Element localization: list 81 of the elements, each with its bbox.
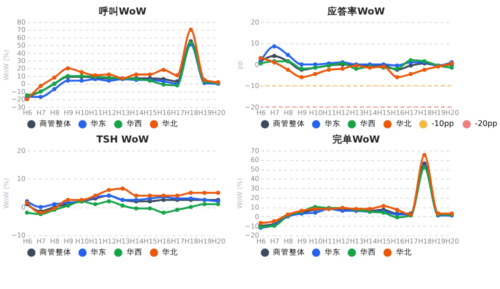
point xyxy=(340,66,345,71)
point xyxy=(286,52,290,57)
legend-label: 华西 xyxy=(360,248,376,257)
point xyxy=(272,44,276,48)
point xyxy=(161,68,166,72)
legend-label: -20pp xyxy=(474,119,498,128)
point xyxy=(313,210,318,215)
point xyxy=(300,75,304,80)
chart-title: 应答率WoW xyxy=(326,5,386,18)
point xyxy=(134,194,138,198)
point xyxy=(134,72,138,77)
legend-label: 华西 xyxy=(126,119,142,128)
point xyxy=(422,153,426,158)
point xyxy=(326,68,331,72)
point xyxy=(161,82,166,87)
point xyxy=(66,66,70,70)
legend-label: 华北 xyxy=(396,248,412,257)
chart-title: 完单WoW xyxy=(332,134,380,146)
legend-label: 华东 xyxy=(324,248,340,257)
point xyxy=(286,68,290,72)
point xyxy=(80,78,84,83)
chart-title: TSH WoW xyxy=(96,134,150,146)
legend-label: 华东 xyxy=(324,119,340,128)
point xyxy=(106,188,111,192)
point xyxy=(93,202,98,206)
point xyxy=(161,210,166,215)
point xyxy=(422,68,426,72)
point xyxy=(120,204,125,208)
point xyxy=(381,204,386,208)
point xyxy=(216,190,220,195)
legend-label: 商管整体 xyxy=(40,248,72,257)
point xyxy=(66,198,70,202)
point xyxy=(38,204,43,210)
point xyxy=(272,219,276,224)
legend-label: 华东 xyxy=(90,119,107,128)
legend-label: 华北 xyxy=(162,248,178,257)
point xyxy=(175,73,180,78)
point xyxy=(450,66,454,70)
point xyxy=(202,190,207,195)
point xyxy=(175,194,180,198)
point xyxy=(52,76,56,80)
point xyxy=(395,75,400,80)
legend-label: 商管整体 xyxy=(40,119,72,128)
legend-label: 商管整体 xyxy=(273,119,306,128)
point xyxy=(66,78,70,83)
point xyxy=(188,204,193,210)
legend-label: 华北 xyxy=(396,119,412,128)
point xyxy=(24,97,30,102)
point xyxy=(175,208,180,212)
legend-label: 华东 xyxy=(90,248,107,257)
chart-title: 呼叫WoW xyxy=(98,5,147,18)
point xyxy=(258,221,263,226)
point xyxy=(80,70,84,74)
legend-label: 华西 xyxy=(360,119,376,128)
point xyxy=(272,54,276,58)
point xyxy=(52,87,56,92)
point xyxy=(395,208,400,212)
point xyxy=(408,72,413,76)
point xyxy=(38,84,43,88)
point xyxy=(188,28,193,32)
point xyxy=(38,94,43,99)
point xyxy=(24,210,30,215)
point xyxy=(106,199,111,204)
point xyxy=(202,202,207,206)
point xyxy=(120,186,125,191)
point xyxy=(148,206,152,210)
legend-label: 商管整体 xyxy=(273,248,306,257)
point xyxy=(313,72,318,76)
point xyxy=(395,215,400,220)
point xyxy=(216,202,220,206)
point xyxy=(52,202,56,206)
point xyxy=(258,56,263,60)
point xyxy=(134,206,138,210)
legend-label: -10pp xyxy=(431,119,454,128)
point xyxy=(148,72,152,77)
legend-label: 华西 xyxy=(126,248,142,257)
point xyxy=(148,194,152,198)
point xyxy=(106,72,111,77)
point xyxy=(300,62,304,67)
legend-label: 华北 xyxy=(162,119,178,128)
point xyxy=(188,190,193,195)
